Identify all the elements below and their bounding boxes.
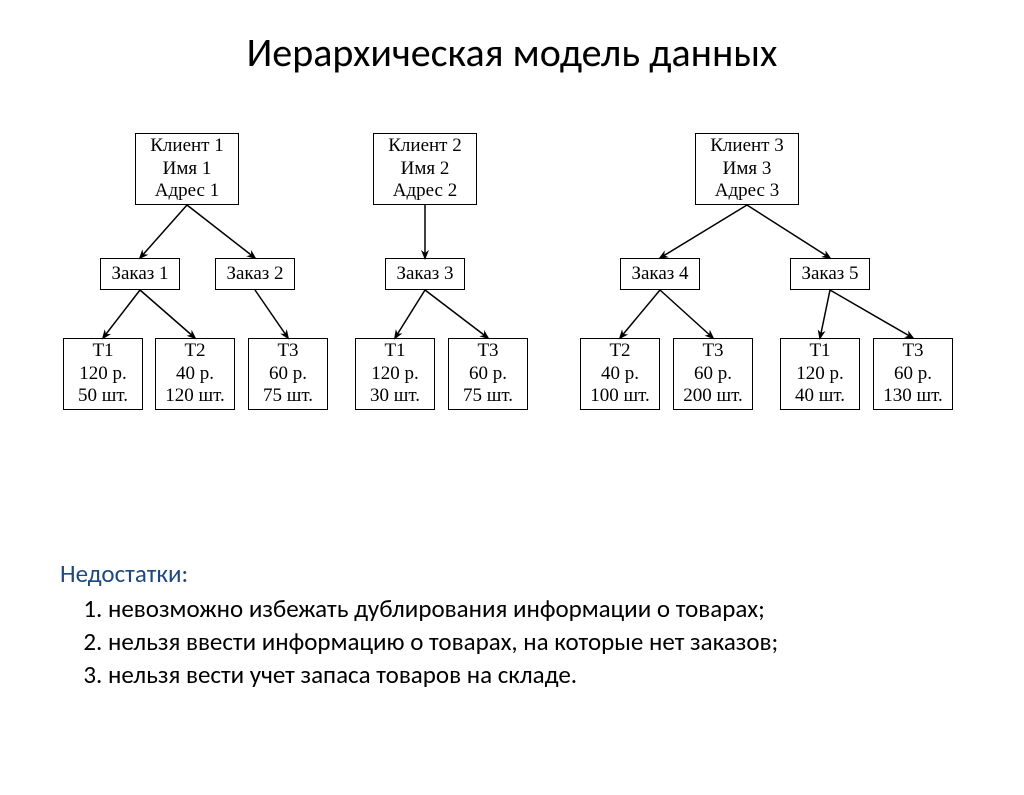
node-line: Адрес 1 bbox=[155, 180, 219, 203]
node-line: Адрес 2 bbox=[393, 180, 457, 203]
node-line: 100 шт. bbox=[590, 385, 650, 408]
node-line: 60 р. bbox=[269, 363, 307, 386]
node-line: Клиент 3 bbox=[710, 135, 783, 158]
node-line: Клиент 1 bbox=[150, 135, 223, 158]
edge-z1-t2 bbox=[140, 290, 195, 338]
footer-item-1: невозможно избежать дублирования информа… bbox=[108, 593, 964, 624]
node-line: 40 р. bbox=[176, 363, 214, 386]
node-line: 130 шт. bbox=[883, 385, 943, 408]
diagram-node-t6: Т240 р.100 шт. bbox=[580, 338, 660, 410]
node-line: Т1 bbox=[92, 340, 113, 363]
diagram-node-z4: Заказ 4 bbox=[620, 258, 700, 290]
diagram-node-c2: Клиент 2Имя 2Адрес 2 bbox=[373, 133, 477, 205]
diagram-node-z2: Заказ 2 bbox=[215, 258, 295, 290]
node-line: 120 шт. bbox=[165, 385, 225, 408]
node-line: 60 р. bbox=[694, 363, 732, 386]
node-line: Клиент 2 bbox=[388, 135, 461, 158]
diagram-node-t8: Т1120 р.40 шт. bbox=[780, 338, 860, 410]
node-line: Т2 bbox=[184, 340, 205, 363]
node-line: 120 р. bbox=[79, 363, 127, 386]
diagram-node-t1: Т1120 р.50 шт. bbox=[63, 338, 143, 410]
footer-section: Недостатки: невозможно избежать дублиров… bbox=[60, 558, 964, 692]
node-line: Заказ 3 bbox=[396, 263, 453, 286]
node-line: 40 р. bbox=[601, 363, 639, 386]
diagram-node-t5: Т360 р.75 шт. bbox=[448, 338, 528, 410]
node-line: Т3 bbox=[702, 340, 723, 363]
footer-item-2: нельзя ввести информацию о товарах, на к… bbox=[108, 626, 964, 657]
edge-z5-t9 bbox=[830, 290, 913, 338]
diagram-node-t7: Т360 р.200 шт. bbox=[673, 338, 753, 410]
diagram-node-z5: Заказ 5 bbox=[790, 258, 870, 290]
footer-list: невозможно избежать дублирования информа… bbox=[60, 593, 964, 690]
diagram-node-t3: Т360 р.75 шт. bbox=[248, 338, 328, 410]
diagram-node-t2: Т240 р.120 шт. bbox=[155, 338, 235, 410]
node-line: Имя 3 bbox=[723, 158, 772, 181]
edge-z5-t8 bbox=[820, 290, 830, 338]
diagram-node-c3: Клиент 3Имя 3Адрес 3 bbox=[695, 133, 799, 205]
node-line: 120 р. bbox=[796, 363, 844, 386]
node-line: Заказ 2 bbox=[226, 263, 283, 286]
node-line: Заказ 4 bbox=[631, 263, 688, 286]
diagram-node-t4: Т1120 р.30 шт. bbox=[355, 338, 435, 410]
node-line: 30 шт. bbox=[370, 385, 420, 408]
node-line: Т1 bbox=[809, 340, 830, 363]
edge-c3-z5 bbox=[747, 205, 830, 258]
diagram-node-c1: Клиент 1Имя 1Адрес 1 bbox=[135, 133, 239, 205]
edge-z4-t7 bbox=[660, 290, 713, 338]
node-line: Заказ 5 bbox=[801, 263, 858, 286]
node-line: Адрес 3 bbox=[715, 180, 779, 203]
edge-z2-t3 bbox=[255, 290, 288, 338]
diagram-node-t9: Т360 р.130 шт. bbox=[873, 338, 953, 410]
node-line: 40 шт. bbox=[795, 385, 845, 408]
node-line: 75 шт. bbox=[463, 385, 513, 408]
node-line: Т3 bbox=[277, 340, 298, 363]
node-line: Т1 bbox=[384, 340, 405, 363]
node-line: Имя 2 bbox=[401, 158, 450, 181]
page-title: Иерархическая модель данных bbox=[0, 28, 1024, 77]
edge-z3-t4 bbox=[395, 290, 425, 338]
edge-z3-t5 bbox=[425, 290, 488, 338]
node-line: 50 шт. bbox=[78, 385, 128, 408]
node-line: 60 р. bbox=[894, 363, 932, 386]
node-line: Т3 bbox=[477, 340, 498, 363]
edge-z4-t6 bbox=[620, 290, 660, 338]
diagram-node-z1: Заказ 1 bbox=[100, 258, 180, 290]
diagram-node-z3: Заказ 3 bbox=[385, 258, 465, 290]
footer-item-3: нельзя вести учет запаса товаров на скла… bbox=[108, 659, 964, 690]
node-line: 75 шт. bbox=[263, 385, 313, 408]
node-line: Т2 bbox=[609, 340, 630, 363]
edge-c3-z4 bbox=[660, 205, 747, 258]
footer-heading: Недостатки: bbox=[60, 558, 964, 589]
node-line: 120 р. bbox=[371, 363, 419, 386]
node-line: Заказ 1 bbox=[111, 263, 168, 286]
node-line: Имя 1 bbox=[163, 158, 212, 181]
edge-z1-t1 bbox=[103, 290, 140, 338]
node-line: 60 р. bbox=[469, 363, 507, 386]
node-line: Т3 bbox=[902, 340, 923, 363]
node-line: 200 шт. bbox=[683, 385, 743, 408]
edge-c1-z1 bbox=[140, 205, 187, 258]
edge-c1-z2 bbox=[187, 205, 255, 258]
